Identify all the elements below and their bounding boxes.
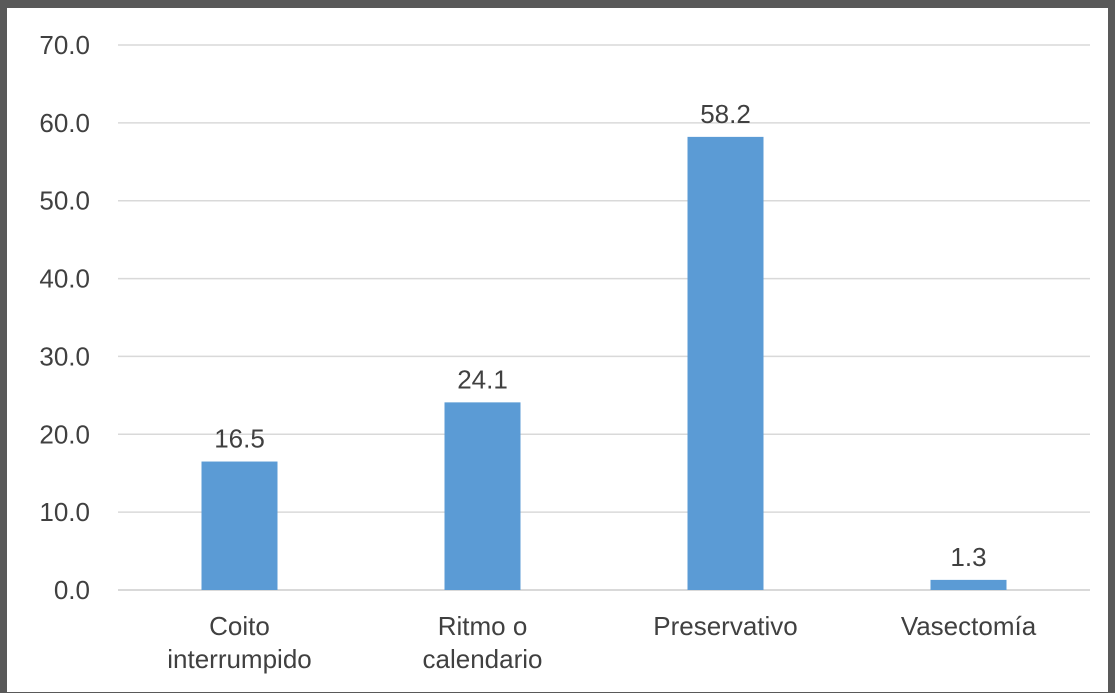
data-label: 58.2 [700,99,751,129]
x-category-label: Vasectomía [901,611,1037,641]
bar [201,461,278,590]
bars [201,136,1007,590]
data-label: 24.1 [457,364,508,394]
y-tick-label: 70.0 [39,30,90,60]
y-tick-label: 10.0 [39,497,90,527]
bar [444,402,521,590]
x-category-label: interrumpido [167,644,312,674]
y-tick-label: 40.0 [39,264,90,294]
data-labels: 16.5 24.1 58.2 1.3 [214,99,986,572]
data-label: 16.5 [214,424,265,454]
y-axis-ticks: 0.0 10.0 20.0 30.0 40.0 50.0 60.0 70.0 [39,30,90,605]
y-tick-label: 50.0 [39,186,90,216]
x-category-label: Preservativo [653,611,798,641]
gridlines [118,44,1090,591]
y-tick-label: 0.0 [54,575,90,605]
bar [687,136,764,590]
bar [930,579,1007,590]
x-category-label: calendario [423,644,543,674]
y-tick-label: 30.0 [39,341,90,371]
y-tick-label: 20.0 [39,419,90,449]
x-category-label: Ritmo o [438,611,528,641]
y-tick-label: 60.0 [39,108,90,138]
x-category-label: Coito [209,611,270,641]
data-label: 1.3 [950,542,986,572]
